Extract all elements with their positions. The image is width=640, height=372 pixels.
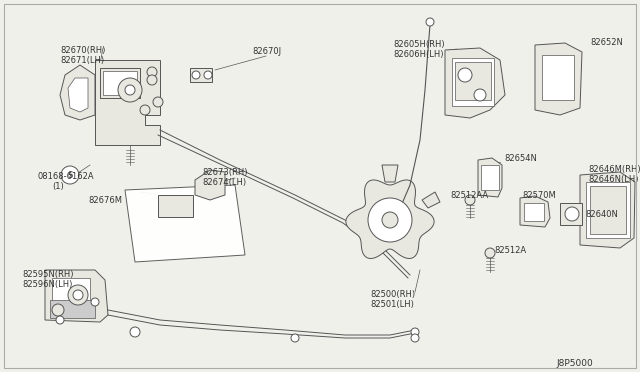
Circle shape: [91, 298, 99, 306]
Bar: [100, 68, 140, 98]
Bar: [190, 68, 212, 82]
Circle shape: [368, 198, 412, 242]
Text: 82674(LH): 82674(LH): [202, 178, 246, 187]
Polygon shape: [45, 270, 108, 322]
Circle shape: [485, 248, 495, 258]
Text: 82671(LH): 82671(LH): [60, 56, 104, 65]
Circle shape: [426, 18, 434, 26]
Text: 82512A: 82512A: [494, 246, 526, 255]
Circle shape: [411, 334, 419, 342]
Circle shape: [192, 71, 200, 79]
Text: J8P5000: J8P5000: [556, 359, 593, 368]
Text: 82673(RH): 82673(RH): [202, 168, 248, 177]
Polygon shape: [68, 78, 88, 112]
Polygon shape: [535, 43, 582, 115]
Bar: [586, 182, 630, 238]
Text: 82605H(RH): 82605H(RH): [393, 40, 445, 49]
Polygon shape: [195, 170, 225, 200]
Bar: [524, 203, 544, 221]
Circle shape: [56, 316, 64, 324]
Bar: [103, 71, 137, 95]
Text: 82596N(LH): 82596N(LH): [22, 280, 72, 289]
Polygon shape: [125, 185, 245, 262]
Bar: [481, 165, 499, 190]
Text: S: S: [67, 170, 73, 180]
Bar: [50, 300, 95, 318]
Circle shape: [153, 97, 163, 107]
Text: 82570M: 82570M: [522, 191, 556, 200]
Bar: [452, 58, 494, 106]
Text: 82670(RH): 82670(RH): [60, 46, 106, 55]
Text: 82646M(RH): 82646M(RH): [588, 165, 640, 174]
Circle shape: [52, 304, 64, 316]
Text: 82501(LH): 82501(LH): [370, 300, 414, 309]
Circle shape: [68, 285, 88, 305]
Circle shape: [382, 212, 398, 228]
Circle shape: [147, 67, 157, 77]
Circle shape: [458, 68, 472, 82]
Polygon shape: [95, 60, 160, 145]
Circle shape: [140, 105, 150, 115]
Text: 82606H(LH): 82606H(LH): [393, 50, 444, 59]
Circle shape: [73, 290, 83, 300]
Circle shape: [291, 334, 299, 342]
Text: 82652N: 82652N: [590, 38, 623, 47]
Polygon shape: [60, 65, 95, 120]
Circle shape: [474, 89, 486, 101]
Polygon shape: [520, 196, 550, 227]
Circle shape: [130, 327, 140, 337]
Text: 82640N: 82640N: [585, 210, 618, 219]
Circle shape: [411, 328, 419, 336]
Text: 82670J: 82670J: [252, 47, 281, 56]
Bar: [455, 62, 491, 100]
Polygon shape: [422, 192, 440, 208]
Bar: [52, 278, 90, 308]
Polygon shape: [580, 172, 635, 248]
Text: 82646N(LH): 82646N(LH): [588, 175, 639, 184]
Circle shape: [204, 71, 212, 79]
Polygon shape: [445, 48, 505, 118]
Text: 82654N: 82654N: [504, 154, 537, 163]
Circle shape: [118, 78, 142, 102]
Bar: [158, 195, 193, 217]
Circle shape: [125, 85, 135, 95]
Text: 82512AA: 82512AA: [450, 191, 488, 200]
Bar: [590, 186, 626, 234]
Circle shape: [147, 75, 157, 85]
Circle shape: [465, 195, 475, 205]
Text: (1): (1): [52, 182, 64, 191]
Text: 82676M: 82676M: [88, 196, 122, 205]
Circle shape: [565, 207, 579, 221]
Text: 08168-6162A: 08168-6162A: [38, 172, 95, 181]
Polygon shape: [478, 158, 502, 197]
Polygon shape: [382, 165, 398, 182]
Bar: [542, 55, 574, 100]
Text: 82500(RH): 82500(RH): [370, 290, 415, 299]
Polygon shape: [346, 180, 434, 259]
Text: 82595N(RH): 82595N(RH): [22, 270, 74, 279]
Polygon shape: [560, 203, 582, 225]
Circle shape: [61, 166, 79, 184]
